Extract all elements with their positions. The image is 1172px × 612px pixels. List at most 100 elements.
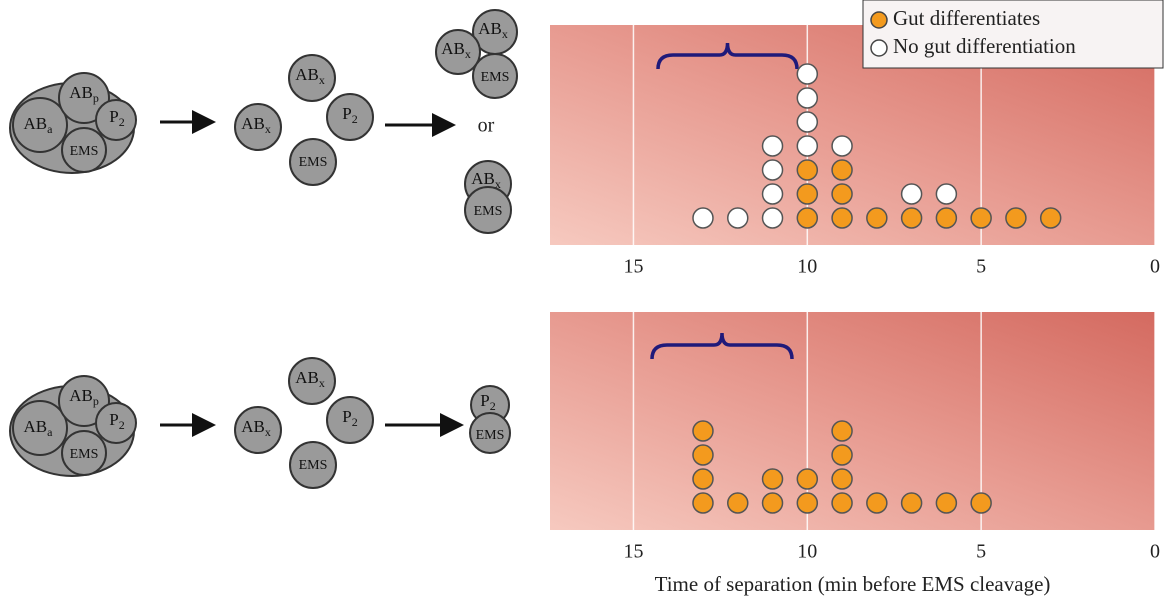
x-tick-label: 5 bbox=[976, 256, 986, 278]
cell-label: P2 bbox=[342, 407, 357, 429]
cell-label: EMS bbox=[299, 155, 328, 170]
dot bbox=[831, 444, 853, 466]
dot bbox=[692, 492, 714, 514]
legend-label: Gut differentiates bbox=[893, 6, 1040, 30]
dot bbox=[935, 207, 958, 229]
dot bbox=[1005, 207, 1027, 229]
diagram-top: ABa ABp P2 EMS ABx ABx P2 EMS ABx ABx EM… bbox=[9, 9, 518, 234]
cell-label: EMS bbox=[476, 428, 505, 443]
cell bbox=[61, 127, 107, 173]
dot bbox=[796, 207, 819, 229]
plot-area bbox=[550, 312, 1155, 530]
cell bbox=[464, 186, 512, 234]
legend-label: No gut differentiation bbox=[893, 34, 1076, 58]
cell-label: P2 bbox=[480, 391, 495, 413]
cell-label: EMS bbox=[474, 204, 503, 219]
x-tick-label: 10 bbox=[797, 541, 817, 563]
dot bbox=[796, 183, 819, 205]
x-tick-label: 0 bbox=[1150, 541, 1160, 563]
or-label: or bbox=[478, 115, 495, 137]
dot bbox=[900, 492, 923, 514]
cell-label: ABp bbox=[69, 386, 99, 408]
cell bbox=[326, 396, 374, 444]
cell bbox=[289, 441, 337, 489]
cell bbox=[288, 357, 336, 405]
cell bbox=[58, 375, 110, 427]
dot bbox=[970, 207, 992, 229]
cell-label: P2 bbox=[342, 104, 357, 126]
cell bbox=[12, 97, 68, 153]
cell bbox=[288, 54, 336, 102]
dot bbox=[796, 111, 819, 133]
dot bbox=[796, 492, 819, 514]
dot bbox=[692, 444, 714, 466]
dot bbox=[692, 468, 714, 490]
cell bbox=[12, 400, 68, 456]
dot bbox=[831, 135, 853, 157]
dot bbox=[866, 492, 888, 514]
dot bbox=[831, 468, 853, 490]
dot bbox=[796, 87, 819, 109]
cell bbox=[234, 103, 282, 151]
cell bbox=[95, 99, 137, 141]
dot bbox=[866, 207, 888, 229]
cell bbox=[289, 138, 337, 186]
x-tick-label: 5 bbox=[976, 541, 986, 563]
dot bbox=[796, 135, 819, 157]
cell-label: EMS bbox=[299, 458, 328, 473]
cell bbox=[472, 53, 518, 99]
dot bbox=[761, 135, 784, 157]
dot bbox=[761, 183, 784, 205]
diagram-bottom: ABa ABp P2 EMS ABx ABx P2 EMS P2 EMS bbox=[9, 357, 511, 489]
x-tick-label: 15 bbox=[623, 541, 643, 563]
dot bbox=[900, 207, 923, 229]
cell-label: ABa bbox=[24, 417, 54, 439]
bracket bbox=[656, 42, 799, 70]
cell-label: ABx bbox=[295, 65, 325, 87]
dot bbox=[831, 207, 853, 229]
legend-swatch bbox=[870, 39, 888, 57]
legend-swatch bbox=[870, 11, 888, 29]
dot bbox=[692, 420, 714, 442]
cell-label: ABx bbox=[241, 417, 271, 439]
cell-label: P2 bbox=[109, 107, 124, 129]
dot bbox=[935, 492, 958, 514]
dot bbox=[796, 63, 819, 85]
cell bbox=[61, 430, 107, 476]
dot bbox=[970, 492, 992, 514]
dot bbox=[831, 492, 853, 514]
cell-label: ABx bbox=[478, 19, 508, 41]
cell-label: ABx bbox=[441, 39, 471, 61]
cell-label: EMS bbox=[481, 70, 510, 85]
dot bbox=[761, 159, 784, 181]
dot bbox=[761, 207, 784, 229]
dot bbox=[692, 207, 714, 229]
dot bbox=[796, 468, 819, 490]
cell-label: ABx bbox=[295, 368, 325, 390]
dot bbox=[900, 183, 923, 205]
x-tick-label: 15 bbox=[623, 256, 643, 278]
x-axis-label: Time of separation (min before EMS cleav… bbox=[655, 572, 1051, 596]
dot bbox=[935, 183, 958, 205]
cell-label: EMS bbox=[70, 144, 99, 159]
dot bbox=[831, 183, 853, 205]
x-tick-label: 0 bbox=[1150, 256, 1160, 278]
cell-label: ABx bbox=[471, 169, 501, 191]
cell bbox=[435, 29, 481, 75]
dot bbox=[831, 420, 853, 442]
bracket bbox=[650, 332, 794, 360]
dot bbox=[727, 207, 749, 229]
cell-label: ABx bbox=[241, 114, 271, 136]
x-tick-label: 10 bbox=[797, 256, 817, 278]
cell bbox=[469, 412, 511, 454]
dot bbox=[796, 159, 819, 181]
cell bbox=[326, 93, 374, 141]
cell-label: P2 bbox=[109, 410, 124, 432]
dot bbox=[831, 159, 853, 181]
cell-label: ABp bbox=[69, 83, 99, 105]
dot bbox=[761, 468, 784, 490]
dot bbox=[1039, 207, 1062, 229]
cell-label: EMS bbox=[70, 447, 99, 462]
dot bbox=[761, 492, 784, 514]
